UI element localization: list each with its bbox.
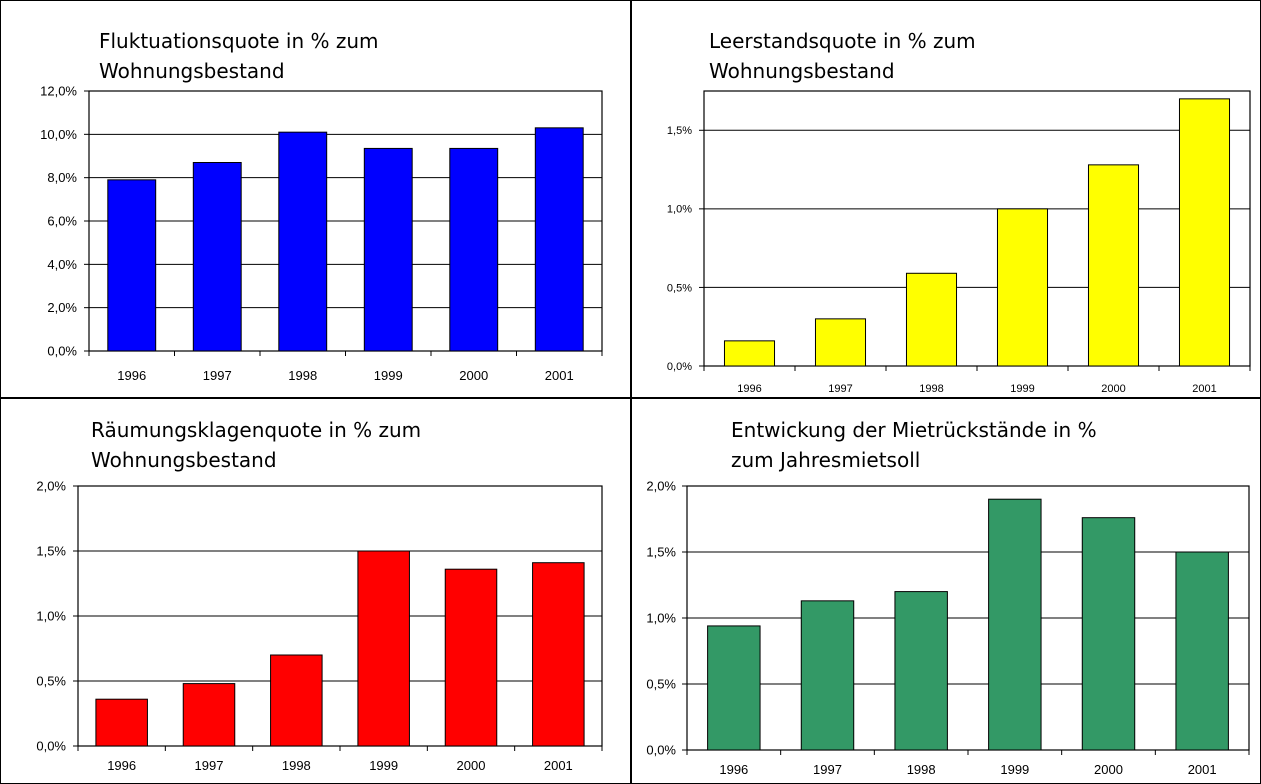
bar-2000 xyxy=(1081,517,1136,751)
x-tick-label: 2000 xyxy=(457,758,486,773)
y-tick-label: 1,5% xyxy=(646,545,676,560)
x-tick-label: 1999 xyxy=(369,758,398,773)
y-tick-label: 2,0% xyxy=(646,479,676,494)
chart-panel-fluktuation: Fluktuationsquote in % zum Wohnungsbestan… xyxy=(0,0,632,399)
chart-title-line-2: Wohnungsbestand xyxy=(91,448,277,472)
bar-1999 xyxy=(996,208,1049,367)
bar-2000 xyxy=(1087,164,1140,367)
bar-1999 xyxy=(363,147,413,352)
bar-1996 xyxy=(107,179,157,352)
x-tick-label: 1999 xyxy=(374,368,403,383)
y-tick-label: 4,0% xyxy=(47,257,77,272)
x-tick-label: 2000 xyxy=(1101,383,1125,395)
x-tick-label: 1998 xyxy=(907,762,936,777)
y-tick-label: 0,5% xyxy=(36,674,66,689)
bar-1999 xyxy=(357,550,410,747)
x-tick-label: 1999 xyxy=(1000,762,1029,777)
x-tick-label: 1998 xyxy=(288,368,317,383)
y-tick-label: 8,0% xyxy=(47,170,77,185)
y-tick-label: 12,0% xyxy=(40,84,77,99)
bar-2001 xyxy=(534,127,584,352)
bar-2001 xyxy=(1175,551,1229,751)
y-tick-label: 6,0% xyxy=(47,214,77,229)
y-tick-label: 0,0% xyxy=(667,361,692,373)
bar-2001 xyxy=(1178,98,1231,367)
y-tick-label: 1,0% xyxy=(36,609,66,624)
bar-1996 xyxy=(95,698,148,747)
x-tick-label: 1996 xyxy=(737,383,761,395)
chart-panel-mietrueckstaende: Entwickung der Mietrückstände in % zum Ja… xyxy=(630,397,1261,784)
bar-2000 xyxy=(444,568,498,747)
x-tick-label: 1997 xyxy=(828,383,852,395)
y-tick-label: 0,5% xyxy=(667,282,692,294)
x-tick-label: 2000 xyxy=(1094,762,1123,777)
bar-1997 xyxy=(192,162,242,352)
y-tick-label: 10,0% xyxy=(40,127,77,142)
bar-1998 xyxy=(894,591,948,751)
bar-1997 xyxy=(800,600,855,751)
bar-1996 xyxy=(723,340,776,367)
bar-2000 xyxy=(449,147,499,352)
chart-raeumungsklagen: Räumungsklagenquote in % zum Wohnungsbest… xyxy=(36,418,603,773)
y-tick-label: 0,5% xyxy=(646,677,676,692)
x-tick-label: 1997 xyxy=(203,368,232,383)
x-tick-label: 1996 xyxy=(107,758,136,773)
y-tick-label: 1,5% xyxy=(667,125,692,137)
x-tick-label: 1999 xyxy=(1010,383,1034,395)
bar-2001 xyxy=(532,562,585,747)
y-tick-label: 0,0% xyxy=(646,743,676,758)
chart-title-line-1: Entwickung der Mietrückstände in % xyxy=(731,418,1097,442)
y-tick-label: 1,5% xyxy=(36,544,66,559)
x-tick-label: 1998 xyxy=(919,383,943,395)
chart-title-line-2: Wohnungsbestand xyxy=(99,59,285,83)
x-tick-label: 2001 xyxy=(544,758,573,773)
y-tick-label: 2,0% xyxy=(36,479,66,494)
chart-panel-leerstand: Leerstandsquote in % zum Wohnungsbestand 0… xyxy=(630,0,1261,399)
y-tick-label: 2,0% xyxy=(47,300,77,315)
chart-fluktuation: Fluktuationsquote in % zum Wohnungsbestan… xyxy=(40,29,603,383)
chart-mietrueckstaende: Entwickung der Mietrückstände in % zum Ja… xyxy=(646,418,1250,777)
chart-title-line-2: zum Jahresmietsoll xyxy=(731,448,920,472)
bar-1999 xyxy=(988,498,1042,751)
bar-1998 xyxy=(905,272,958,367)
x-tick-label: 2001 xyxy=(545,368,574,383)
bar-1996 xyxy=(707,625,761,751)
y-tick-label: 1,0% xyxy=(646,611,676,626)
x-tick-label: 2001 xyxy=(1192,383,1216,395)
chart-title-line-2: Wohnungsbestand xyxy=(709,59,895,83)
chart-title-line-1: Räumungsklagenquote in % zum xyxy=(91,418,421,442)
chart-leerstand: Leerstandsquote in % zum Wohnungsbestand 0… xyxy=(667,29,1251,395)
x-tick-label: 2000 xyxy=(459,368,488,383)
x-tick-label: 1996 xyxy=(117,368,146,383)
y-tick-label: 1,0% xyxy=(667,204,692,216)
y-tick-label: 0,0% xyxy=(47,344,77,359)
chart-panel-raeumungsklagen: Räumungsklagenquote in % zum Wohnungsbest… xyxy=(0,397,632,784)
x-tick-label: 1996 xyxy=(719,762,748,777)
bar-1997 xyxy=(814,318,867,367)
bar-1997 xyxy=(182,683,236,747)
bar-1998 xyxy=(278,131,328,352)
chart-title-line-1: Leerstandsquote in % zum xyxy=(709,29,976,53)
plot-area xyxy=(703,90,1251,367)
x-tick-label: 1997 xyxy=(813,762,842,777)
chart-title-line-1: Fluktuationsquote in % zum xyxy=(99,29,379,53)
bar-1998 xyxy=(270,654,323,747)
x-tick-label: 1998 xyxy=(282,758,311,773)
x-tick-label: 1997 xyxy=(195,758,224,773)
x-tick-label: 2001 xyxy=(1188,762,1217,777)
y-tick-label: 0,0% xyxy=(36,739,66,754)
